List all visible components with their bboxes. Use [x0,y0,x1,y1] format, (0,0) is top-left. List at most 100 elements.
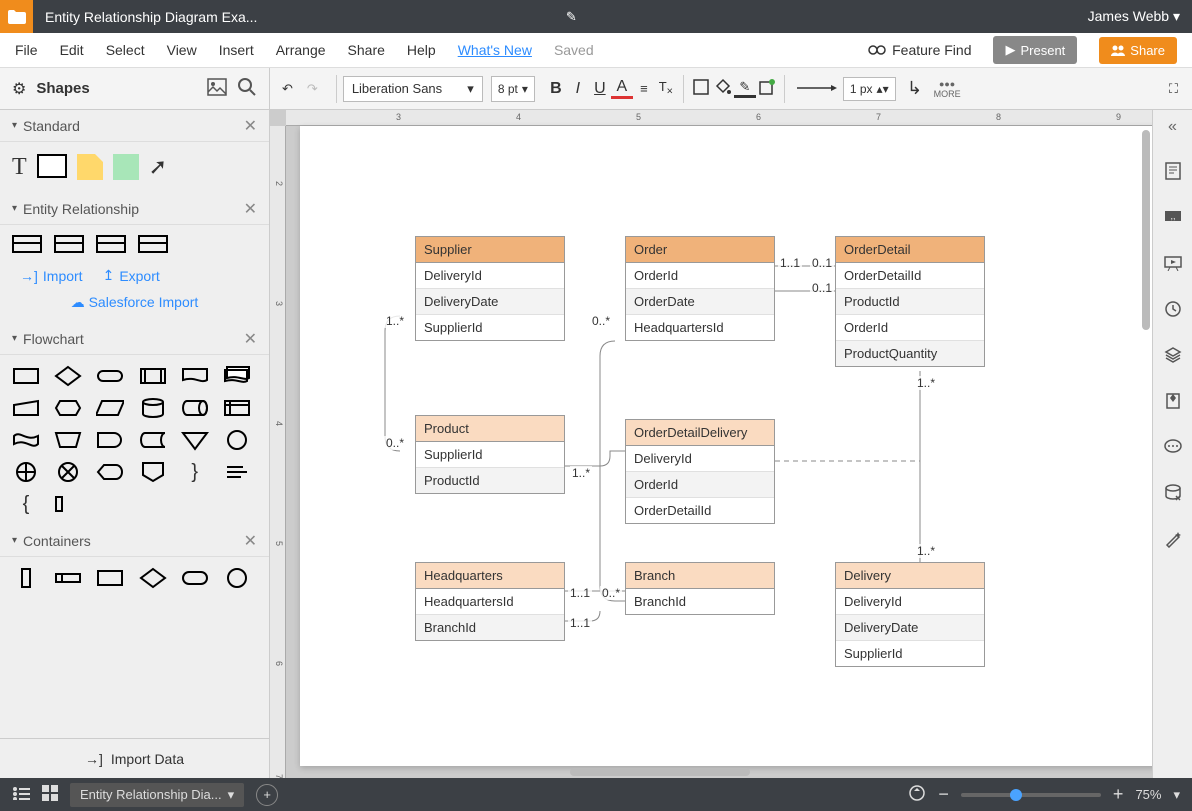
menu-edit[interactable]: Edit [60,42,84,58]
fc-sum[interactable] [54,461,82,483]
fc-brace-l[interactable]: { [12,493,40,515]
page-tab[interactable]: Entity Relationship Dia... ▾ [70,783,244,807]
fc-db[interactable] [139,397,167,419]
rename-icon[interactable]: ✎ [566,9,577,25]
panel-standard-head[interactable]: ▾Standard✕ [0,110,269,142]
scrollbar-vertical[interactable] [1142,130,1150,330]
close-icon[interactable]: ✕ [244,531,257,551]
fc-merge[interactable] [181,429,209,451]
user-menu[interactable]: James Webb ▾ [1088,8,1180,25]
magic-icon[interactable] [1162,528,1184,550]
entity-field[interactable]: DeliveryId [416,263,564,289]
close-icon[interactable]: ✕ [244,329,257,349]
present-icon[interactable] [1162,252,1184,274]
entity-title[interactable]: Product [416,416,564,442]
block-shape[interactable] [37,154,67,178]
share-button[interactable]: Share [1099,37,1177,64]
menu-whatsnew[interactable]: What's New [458,42,532,58]
entity-title[interactable]: OrderDetailDelivery [626,420,774,446]
entity-field[interactable]: ProductQuantity [836,341,984,366]
er-shape-1[interactable] [12,235,42,253]
fc-card[interactable] [54,493,82,515]
feature-find[interactable]: Feature Find [868,42,971,58]
import-link[interactable]: →] Import [20,267,83,284]
fc-stored[interactable] [139,429,167,451]
grid-icon[interactable] [42,785,58,804]
hotspot-shape[interactable] [113,154,139,180]
entity-field[interactable]: OrderId [626,472,774,498]
entity-supplier[interactable]: SupplierDeliveryIdDeliveryDateSupplierId [415,236,565,341]
fullscreen-icon[interactable]: ⛶ [1169,81,1178,97]
salesforce-import-link[interactable]: ☁ Salesforce Import [71,294,199,310]
redo-icon[interactable]: ↷ [307,81,318,97]
folder-icon[interactable] [0,0,33,33]
text-shape[interactable]: T [12,154,27,181]
present-button[interactable]: ▶ Present [993,36,1077,64]
sync-icon[interactable] [908,784,926,805]
layers-icon[interactable] [1162,344,1184,366]
undo-icon[interactable]: ↶ [282,81,293,97]
menu-view[interactable]: View [167,42,197,58]
zoom-in-icon[interactable]: + [1113,784,1124,805]
fc-intern[interactable] [223,397,251,419]
fc-data[interactable] [96,397,124,419]
menu-share[interactable]: Share [348,42,385,58]
entity-headquarters[interactable]: HeadquartersHeadquartersIdBranchId [415,562,565,641]
zoom-slider[interactable] [961,793,1101,797]
notes-icon[interactable] [1162,160,1184,182]
page-surface[interactable]: SupplierDeliveryIdDeliveryDateSupplierId… [300,126,1152,766]
bold-icon[interactable]: B [545,80,567,98]
entity-field[interactable]: BranchId [416,615,564,640]
entity-title[interactable]: Order [626,237,774,263]
collapse-dock-icon[interactable]: « [1168,118,1177,136]
entity-branch[interactable]: BranchBranchId [625,562,775,615]
fc-terminator[interactable] [96,365,124,387]
shape-geom-icon[interactable] [690,78,712,99]
clear-format-icon[interactable]: T× [655,79,677,98]
entity-field[interactable]: BranchId [626,589,774,614]
gear-icon[interactable]: ⚙ [12,79,26,99]
scrollbar-horizontal[interactable] [570,768,750,776]
underline-icon[interactable]: U [589,80,611,98]
chat-icon[interactable] [1162,436,1184,458]
entity-delivery[interactable]: DeliveryDeliveryIdDeliveryDateSupplierId [835,562,985,667]
entity-field[interactable]: SupplierId [416,315,564,340]
fc-doc[interactable] [181,365,209,387]
zoom-out-icon[interactable]: − [938,784,949,805]
entity-field[interactable]: OrderDate [626,289,774,315]
italic-icon[interactable]: I [567,80,589,98]
entity-order[interactable]: OrderOrderIdOrderDateHeadquartersId [625,236,775,341]
fc-brace-r[interactable]: } [181,461,209,483]
font-select[interactable]: Liberation Sans▾ [343,76,483,102]
cont-5[interactable] [181,567,209,589]
fc-prep[interactable] [54,397,82,419]
entity-title[interactable]: Supplier [416,237,564,263]
fc-tape[interactable] [12,429,40,451]
master-icon[interactable] [1162,390,1184,412]
entity-field[interactable]: OrderDetailId [836,263,984,289]
shape-options-icon[interactable] [756,78,778,99]
fc-decision[interactable] [54,365,82,387]
connector-icon[interactable]: ↳ [904,78,926,99]
outline-icon[interactable] [12,786,30,803]
export-link[interactable]: ↥ Export [103,267,160,284]
import-data-button[interactable]: →] Import Data [0,738,269,778]
line-style-icon[interactable] [797,81,837,96]
entity-field[interactable]: OrderId [626,263,774,289]
entity-field[interactable]: OrderId [836,315,984,341]
entity-field[interactable]: DeliveryId [836,589,984,615]
fc-direct[interactable] [181,397,209,419]
fill-icon[interactable] [712,78,734,99]
entity-title[interactable]: OrderDetail [836,237,984,263]
data-icon[interactable] [1162,482,1184,504]
entity-field[interactable]: DeliveryDate [416,289,564,315]
comments-icon[interactable]: ,, [1162,206,1184,228]
entity-field[interactable]: SupplierId [836,641,984,666]
fc-display[interactable] [96,461,124,483]
close-icon[interactable]: ✕ [244,116,257,136]
image-icon[interactable] [207,78,227,99]
doc-title[interactable]: Entity Relationship Diagram Exa... [45,9,556,25]
history-icon[interactable] [1162,298,1184,320]
arrow-shape[interactable]: ➚ [149,154,167,181]
er-shape-4[interactable] [138,235,168,253]
